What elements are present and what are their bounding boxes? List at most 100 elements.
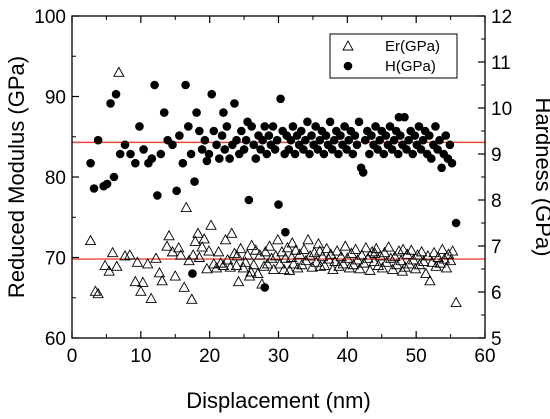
h-point bbox=[360, 135, 370, 145]
h-point bbox=[418, 135, 428, 145]
er-point bbox=[302, 233, 314, 245]
h-point bbox=[181, 80, 190, 90]
y-right-tick-label: 6 bbox=[491, 283, 502, 304]
er-point bbox=[135, 285, 147, 296]
er-point bbox=[274, 258, 286, 269]
h-point bbox=[281, 227, 290, 237]
h-point bbox=[334, 149, 343, 159]
h-point bbox=[272, 135, 282, 145]
er-point bbox=[428, 246, 440, 258]
plot-layer bbox=[72, 66, 485, 308]
er-point bbox=[396, 265, 409, 276]
h-point bbox=[172, 186, 181, 196]
h-point bbox=[447, 158, 457, 168]
h-point bbox=[188, 269, 197, 278]
h-point bbox=[321, 131, 331, 140]
er-point bbox=[265, 252, 278, 263]
h-point bbox=[126, 149, 135, 159]
er-point bbox=[263, 240, 276, 251]
h-point bbox=[394, 112, 404, 122]
er-point bbox=[189, 235, 201, 246]
er-point bbox=[422, 249, 434, 261]
h-point bbox=[153, 191, 162, 200]
h-point bbox=[249, 140, 259, 150]
h-point bbox=[354, 117, 364, 127]
er-point bbox=[231, 249, 243, 261]
x-tick-label: 40 bbox=[337, 346, 358, 367]
er-point bbox=[252, 267, 264, 279]
y-right-tick-label: 5 bbox=[491, 329, 502, 350]
h-point bbox=[396, 131, 405, 140]
er-point bbox=[232, 275, 245, 287]
er-point bbox=[113, 66, 125, 77]
er-point bbox=[360, 241, 372, 253]
er-point bbox=[89, 285, 102, 296]
er-point bbox=[245, 266, 257, 277]
er-point bbox=[166, 245, 179, 257]
er-point bbox=[370, 242, 383, 254]
er-point bbox=[316, 250, 329, 262]
er-point bbox=[261, 258, 274, 269]
er-point bbox=[234, 242, 247, 254]
er-point bbox=[287, 258, 300, 269]
h-point bbox=[348, 149, 358, 159]
er-point bbox=[401, 248, 413, 259]
er-point bbox=[178, 281, 190, 292]
er-point bbox=[298, 243, 310, 254]
h-point bbox=[202, 156, 212, 166]
h-point bbox=[301, 135, 310, 145]
h-point bbox=[352, 140, 362, 150]
h-point bbox=[276, 94, 285, 104]
er-point bbox=[269, 249, 282, 261]
x-tick-label: 10 bbox=[130, 346, 151, 367]
x-tick-label: 60 bbox=[474, 346, 495, 367]
er-point bbox=[196, 241, 208, 252]
er-point bbox=[314, 260, 327, 271]
er-point bbox=[331, 245, 343, 256]
h-point bbox=[414, 122, 424, 131]
er-point bbox=[380, 256, 393, 267]
y-right-tick-label: 7 bbox=[491, 237, 502, 258]
er-point bbox=[318, 259, 331, 270]
x-tick-label: 0 bbox=[67, 346, 78, 367]
h-point bbox=[402, 145, 411, 154]
h-point bbox=[220, 145, 230, 154]
er-point bbox=[430, 260, 442, 271]
h-point bbox=[307, 131, 316, 140]
h-point bbox=[131, 158, 140, 168]
h-point bbox=[260, 283, 270, 292]
h-point bbox=[437, 163, 446, 173]
h-point bbox=[274, 200, 283, 209]
h-point bbox=[215, 154, 224, 163]
er-point bbox=[239, 256, 252, 267]
er-point bbox=[353, 262, 366, 274]
er-point bbox=[192, 227, 204, 238]
er-point bbox=[187, 249, 199, 260]
y-right-tick-label: 10 bbox=[491, 99, 512, 120]
h-point bbox=[258, 135, 267, 145]
er-point bbox=[156, 274, 168, 286]
h-point bbox=[190, 177, 199, 186]
er-point bbox=[374, 249, 387, 261]
h-point bbox=[222, 122, 232, 131]
er-point bbox=[389, 250, 401, 262]
er-point bbox=[393, 245, 405, 256]
h-point bbox=[311, 122, 320, 131]
er-point bbox=[310, 256, 323, 267]
er-point bbox=[434, 257, 447, 268]
er-point bbox=[320, 242, 333, 254]
y-left-axis-title: Reduced Modulus (GPa) bbox=[4, 56, 29, 298]
er-point bbox=[420, 267, 432, 279]
h-point bbox=[207, 89, 217, 99]
er-point bbox=[137, 276, 149, 287]
legend-box bbox=[329, 33, 458, 79]
h-point bbox=[175, 131, 184, 140]
er-point bbox=[279, 252, 292, 263]
x-tick-label: 30 bbox=[268, 346, 289, 367]
h-point bbox=[385, 122, 395, 131]
er-point bbox=[172, 241, 185, 253]
er-point bbox=[335, 250, 347, 262]
er-point bbox=[203, 245, 215, 256]
er-point bbox=[129, 275, 142, 287]
y-left-tick-label: 80 bbox=[45, 168, 66, 189]
